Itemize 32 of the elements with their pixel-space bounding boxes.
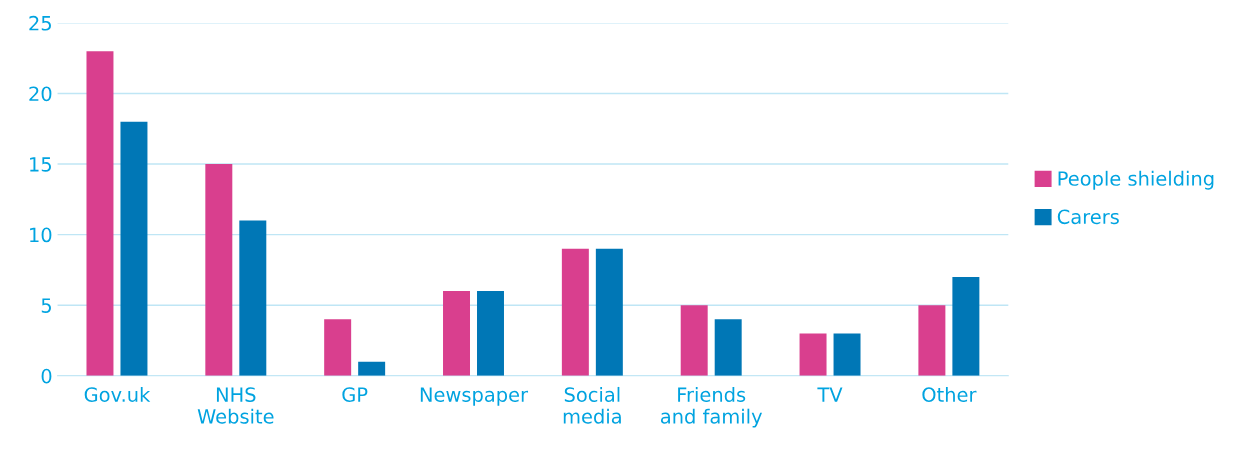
y-tick-label: 10 bbox=[30, 227, 52, 243]
bar bbox=[918, 305, 946, 376]
x-tick-label: Gov.uk bbox=[84, 386, 151, 402]
y-tick-label: 20 bbox=[29, 86, 52, 102]
bar bbox=[358, 361, 386, 376]
bar bbox=[443, 291, 470, 376]
bar bbox=[205, 164, 233, 376]
x-tick-label: Other bbox=[922, 386, 977, 402]
bar bbox=[477, 291, 504, 376]
bar bbox=[239, 220, 267, 376]
x-tick-label: Social media bbox=[563, 386, 621, 424]
x-tick-label: Friends and family bbox=[660, 386, 762, 428]
bar bbox=[714, 319, 742, 376]
y-tick-label: 5 bbox=[41, 298, 51, 313]
y-tick-label: 15 bbox=[30, 157, 51, 172]
bar bbox=[595, 248, 623, 376]
bar bbox=[680, 305, 708, 376]
x-tick-label: GP bbox=[342, 387, 368, 402]
bar bbox=[561, 248, 589, 376]
bar bbox=[799, 333, 827, 376]
x-tick-label: NHS Website bbox=[197, 387, 274, 424]
bar bbox=[86, 51, 114, 376]
x-tick-label: Newspaper bbox=[420, 387, 529, 406]
bar bbox=[324, 319, 352, 376]
legend-label: People shielding bbox=[1058, 170, 1214, 190]
y-tick-label: 0 bbox=[41, 368, 52, 384]
bar bbox=[833, 333, 861, 376]
x-tick-label: TV bbox=[817, 387, 843, 402]
bar bbox=[120, 121, 148, 376]
bar bbox=[952, 277, 980, 376]
legend-label: Carers bbox=[1057, 209, 1119, 225]
y-tick-label: 25 bbox=[29, 15, 51, 31]
